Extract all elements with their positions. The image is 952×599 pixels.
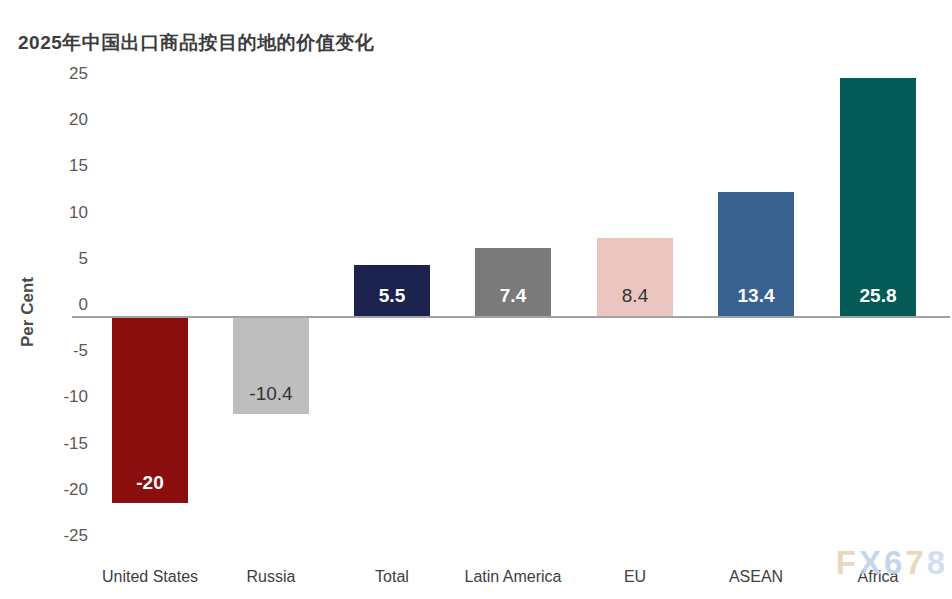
watermark-letter: 7 [905, 544, 926, 581]
y-tick-label: -15 [8, 433, 88, 455]
x-axis-label-russia: Russia [201, 567, 341, 587]
zero-axis-line [72, 316, 950, 318]
bar-value-label-united-states: -20 [112, 472, 188, 494]
bar-chart: 2025年中国出口商品按目的地的价值变化 Per Cent 2520151050… [0, 0, 952, 599]
y-tick-label: 10 [8, 202, 88, 224]
watermark-letter: X [859, 544, 884, 581]
bar-total: 5.5 [354, 265, 430, 316]
watermark-letter: 8 [927, 544, 948, 581]
bar-africa: 25.8 [840, 78, 916, 316]
bar-asean: 13.4 [718, 192, 794, 316]
y-tick-label: 15 [8, 155, 88, 177]
y-tick-label: 5 [8, 248, 88, 270]
watermark-fx678: FX678 [836, 544, 948, 582]
bar-united-states: -20 [112, 318, 188, 503]
chart-title: 2025年中国出口商品按目的地的价值变化 [18, 30, 374, 56]
bar-russia: -10.4 [233, 318, 309, 414]
y-tick-label: 20 [8, 109, 88, 131]
x-axis-label-eu: EU [565, 567, 705, 587]
bar-value-label-asean: 13.4 [718, 285, 794, 307]
bar-value-label-russia: -10.4 [233, 383, 309, 405]
watermark-letter: F [836, 544, 859, 581]
bar-value-label-africa: 25.8 [840, 285, 916, 307]
bar-latin-america: 7.4 [475, 248, 551, 316]
y-tick-label: -20 [8, 479, 88, 501]
x-axis-label-latin-america: Latin America [443, 567, 583, 587]
y-tick-label: 0 [8, 294, 88, 316]
bar-eu: 8.4 [597, 238, 673, 316]
bar-value-label-total: 5.5 [354, 285, 430, 307]
y-tick-label: 25 [8, 63, 88, 85]
bar-value-label-latin-america: 7.4 [475, 285, 551, 307]
x-axis-label-united-states: United States [80, 567, 220, 587]
y-tick-label: -25 [8, 525, 88, 547]
x-axis-label-total: Total [322, 567, 462, 587]
x-axis-label-asean: ASEAN [686, 567, 826, 587]
watermark-letter: 6 [884, 544, 905, 581]
y-tick-label: -5 [8, 340, 88, 362]
y-tick-label: -10 [8, 386, 88, 408]
bar-value-label-eu: 8.4 [597, 285, 673, 307]
